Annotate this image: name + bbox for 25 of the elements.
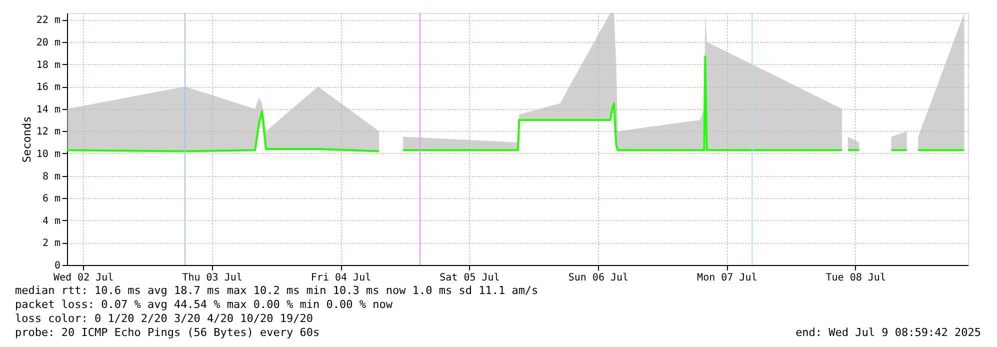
x-tick-label: Fri 04 Jul — [310, 272, 372, 284]
y-tick-label: 22 m — [36, 15, 60, 26]
x-tick-label: Sat 05 Jul — [440, 272, 500, 284]
x-tick-label: Wed 02 Jul — [53, 272, 114, 284]
y-tick-label: 10 m — [36, 148, 60, 160]
text: median rtt: 10.6 ms avg 18.7 ms max 10.2 ms min 10.3 ms now 1.0 ms sd 11.1 am/s — [15, 284, 538, 297]
y-tick-label: 0 — [54, 260, 60, 272]
x-tick-label: Mon 07 Jul — [697, 272, 758, 284]
y-axis-title: Seconds — [20, 116, 34, 163]
y-tick-label: 16 m — [36, 82, 60, 94]
y-tick-label: 20 m — [36, 37, 60, 48]
text: loss color: 0 1/20 2/20 3/20 4/20 10/20 19/20 — [15, 312, 314, 325]
text: end: Wed Jul 9 08:59:42 2025 — [796, 326, 981, 339]
x-tick-label: Tue 08 Jul — [826, 272, 886, 284]
y-tick-label: 14 m — [36, 104, 60, 116]
y-tick-label: 2 m — [42, 238, 60, 250]
text: probe: 20 ICMP Echo Pings (56 Bytes) every 60s — [15, 326, 320, 339]
y-tick-label: 8 m — [42, 171, 60, 182]
y-tick-label: 6 m — [42, 194, 60, 205]
y-tick-label: 4 m — [42, 216, 60, 227]
x-tick-label: Sun 06 Jul — [568, 272, 629, 284]
y-tick-label: 18 m — [36, 60, 60, 71]
y-tick-label: 12 m — [36, 126, 60, 138]
x-tick-label: Thu 03 Jul — [182, 272, 242, 284]
text: packet loss: 0.07 % avg 44.54 % max 0.00 % min 0.00 % now — [15, 298, 393, 311]
